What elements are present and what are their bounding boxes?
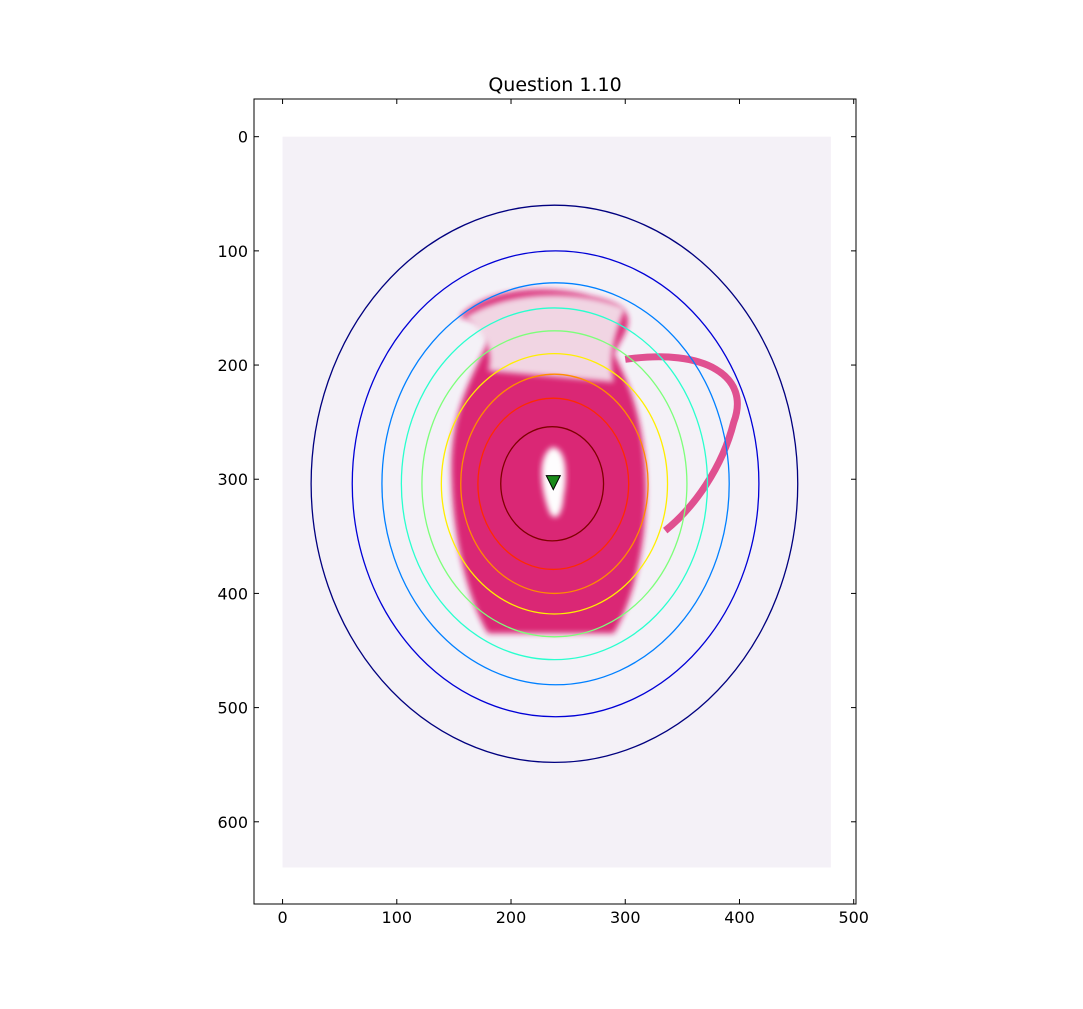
marker-layer	[545, 475, 562, 491]
contour-level-6	[440, 352, 669, 615]
y-tick-label: 300	[217, 470, 248, 489]
contour-level-1	[310, 204, 799, 764]
tick-layer: 0 100 200 300 400 500 0 100 200 300 400 500 600	[217, 99, 869, 927]
marker-triangle	[545, 475, 562, 491]
y-tick-label: 0	[238, 128, 248, 147]
y-tick-label: 100	[217, 242, 248, 261]
y-tick-label: 200	[217, 356, 248, 375]
contour-level-7	[460, 373, 649, 595]
axes-frame	[253, 98, 857, 905]
x-tick-label: 200	[496, 908, 527, 927]
pitcher-handle	[624, 353, 741, 534]
y-tick-label: 400	[217, 584, 248, 603]
y-tick-label: 500	[217, 699, 248, 718]
x-tick-label: 100	[382, 908, 413, 927]
x-tick-label: 300	[610, 908, 641, 927]
contour-level-3	[381, 282, 730, 686]
contour-level-8	[477, 397, 630, 571]
x-tick-label: 0	[277, 908, 287, 927]
y-tick-label: 600	[217, 813, 248, 832]
contour-level-4	[400, 307, 709, 661]
x-tick-label: 400	[724, 908, 755, 927]
contour-level-2	[351, 250, 760, 718]
contour-level-5	[421, 330, 688, 638]
contour-layer	[310, 204, 799, 764]
x-tick-label: 500	[838, 908, 869, 927]
chart-title: Question 1.10	[488, 74, 622, 96]
contour-level-9	[500, 426, 605, 542]
image-layer	[282, 136, 831, 868]
